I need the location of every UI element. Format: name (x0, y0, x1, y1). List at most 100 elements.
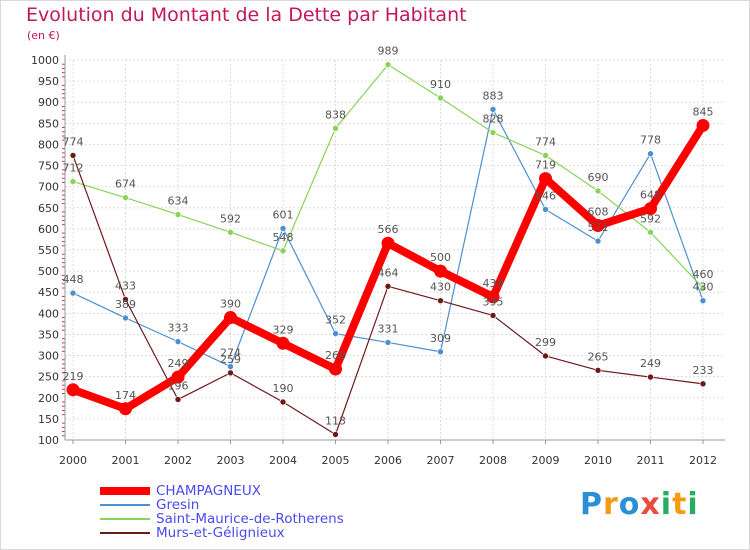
legend-swatch (100, 487, 150, 495)
series-2-point (279, 247, 287, 255)
series-2-point (647, 228, 654, 236)
y-tick-label: 400 (38, 307, 59, 320)
legend-item: CHAMPAGNEUX (100, 484, 344, 498)
logo-letter: t (672, 487, 688, 522)
y-tick-label: 300 (38, 350, 59, 363)
series-3-point (279, 398, 287, 406)
series-1-point (699, 297, 707, 304)
series-0-data-label: 268 (325, 349, 346, 362)
y-tick-label: 1000 (31, 54, 59, 67)
x-tick-label: 2007 (427, 454, 455, 467)
series-2-data-label: 828 (483, 113, 504, 126)
axis-layer: 100 150 200 250 300 350 400 450 500 550 600 650 700 7… (31, 54, 725, 467)
series-3-point (647, 373, 654, 381)
series-2-data-label: 592 (220, 212, 241, 225)
series-3-point (332, 431, 339, 438)
logo-letter: x (640, 487, 661, 522)
series-3-data-label: 430 (430, 281, 451, 294)
series-2-point (384, 61, 392, 68)
series-3-point (122, 296, 129, 303)
logo-letter: i (660, 487, 673, 522)
x-tick-label: 2008 (479, 454, 507, 467)
series-3-data-label: 196 (168, 379, 189, 392)
series-0-point (591, 219, 605, 233)
legend-label: Saint-Maurice-de-Rotherens (156, 511, 344, 527)
y-tick-label: 100 (38, 434, 59, 447)
series-0-point (644, 202, 657, 216)
series-0-data-label: 719 (535, 159, 556, 172)
series-2-data-label: 460 (693, 268, 714, 281)
series-3-data-label: 265 (588, 350, 609, 363)
logo-letter: P (580, 487, 603, 522)
series-1-data-label: 601 (273, 208, 294, 221)
series-0-data-label: 500 (430, 251, 451, 264)
y-tick-label: 350 (38, 328, 59, 341)
series-0-data-label: 249 (168, 357, 189, 370)
series-0-point (486, 290, 500, 304)
proxiti-logo: Proxiti (580, 487, 699, 522)
series-3-point (542, 352, 549, 360)
series-1-point (332, 330, 339, 337)
series-3-data-label: 433 (115, 279, 136, 292)
y-tick-label: 750 (38, 160, 59, 173)
series-2-data-label: 910 (430, 78, 451, 91)
y-tick-label: 250 (38, 371, 59, 384)
series-1-data-label: 333 (168, 322, 189, 335)
series-3-data-label: 233 (693, 364, 714, 377)
series-layer (66, 61, 710, 438)
series-1-data-label: 430 (693, 281, 714, 294)
series-2-point (227, 228, 234, 236)
series-1-point (489, 106, 497, 113)
series-3-point (227, 369, 234, 377)
x-tick-label: 2003 (217, 454, 245, 467)
x-tick-label: 2011 (637, 454, 665, 467)
y-tick-label: 450 (38, 286, 59, 299)
series-1-data-label: 352 (325, 314, 346, 327)
series-1-point (174, 338, 182, 345)
logo-letter: r (603, 487, 619, 522)
series-3-point (594, 367, 602, 374)
series-0-data-label: 566 (378, 223, 399, 236)
series-2-data-label: 690 (588, 171, 609, 184)
data-label-layer: 219 174 249 390 329 268 566 500 439 719 608 648 845 4… (63, 45, 714, 428)
x-tick-label: 2006 (374, 454, 402, 467)
series-2-point (542, 152, 549, 159)
series-1-point (594, 237, 602, 245)
series-0-point (434, 264, 447, 278)
series-3-point (699, 380, 707, 388)
series-0-data-label: 390 (220, 298, 241, 311)
series-0-data-label: 329 (273, 323, 294, 336)
y-tick-label: 600 (38, 223, 59, 236)
y-tick-label: 900 (38, 96, 59, 109)
series-3-data-label: 249 (640, 357, 661, 370)
series-3-point (69, 152, 77, 159)
legend-item: Saint-Maurice-de-Rotherens (100, 512, 344, 526)
series-2-point (437, 94, 444, 102)
series-1-data-label: 389 (115, 298, 136, 311)
legend-swatch (100, 518, 150, 520)
series-1-point (227, 363, 234, 370)
x-tick-label: 2005 (322, 454, 350, 467)
series-2-data-label: 774 (535, 135, 556, 148)
series-3-data-label: 190 (273, 382, 294, 395)
series-3-data-label: 464 (378, 266, 399, 279)
series-0-data-label: 439 (483, 277, 504, 290)
x-tick-label: 2000 (59, 454, 87, 467)
series-3-point (174, 396, 182, 403)
series-2-point (69, 178, 77, 185)
legend-label: Gresin (156, 497, 200, 513)
series-2-data-label: 634 (168, 195, 189, 208)
y-tick-label: 150 (38, 413, 59, 426)
series-1-point (647, 150, 654, 158)
series-2-point (332, 125, 339, 132)
series-1-point (279, 225, 287, 232)
y-tick-label: 800 (38, 138, 59, 151)
series-1-data-label: 778 (640, 134, 661, 147)
y-tick-label: 700 (38, 181, 59, 194)
legend-label: CHAMPAGNEUX (156, 483, 261, 499)
series-3-data-label: 299 (535, 336, 556, 349)
x-tick-label: 2004 (269, 454, 297, 467)
series-0-point (381, 236, 395, 250)
series-0-point (171, 370, 185, 384)
